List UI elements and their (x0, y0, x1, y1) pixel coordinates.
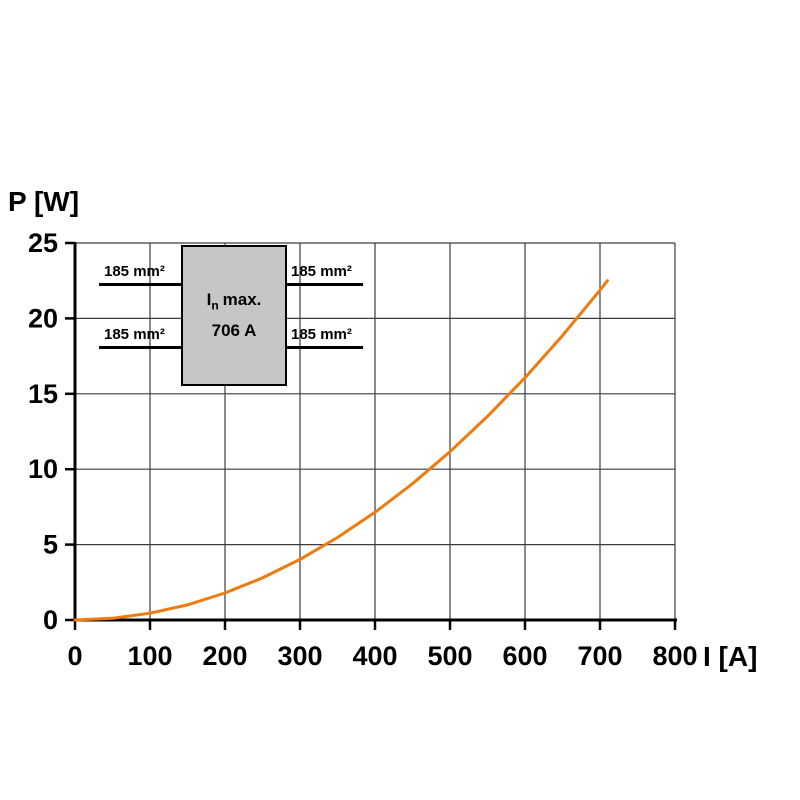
x-tick-label: 100 (127, 641, 172, 671)
x-tick-label: 500 (427, 641, 472, 671)
x-tick-label: 700 (577, 641, 622, 671)
x-tick-label: 800 (652, 641, 697, 671)
x-tick-label: 400 (352, 641, 397, 671)
x-tick-label: 300 (277, 641, 322, 671)
x-axis-title: I [A] (703, 641, 758, 672)
x-tick-label: 0 (67, 641, 82, 671)
y-tick-label: 15 (28, 379, 58, 409)
x-tick-label: 200 (202, 641, 247, 671)
x-tick-label: 600 (502, 641, 547, 671)
y-tick-label: 0 (43, 605, 58, 635)
y-tick-label: 5 (43, 530, 58, 560)
y-tick-label: 10 (28, 454, 58, 484)
y-tick-label: 25 (28, 228, 58, 258)
y-axis-title: P [W] (8, 186, 80, 217)
power-curve (73, 279, 609, 622)
y-tick-label: 20 (28, 303, 58, 333)
